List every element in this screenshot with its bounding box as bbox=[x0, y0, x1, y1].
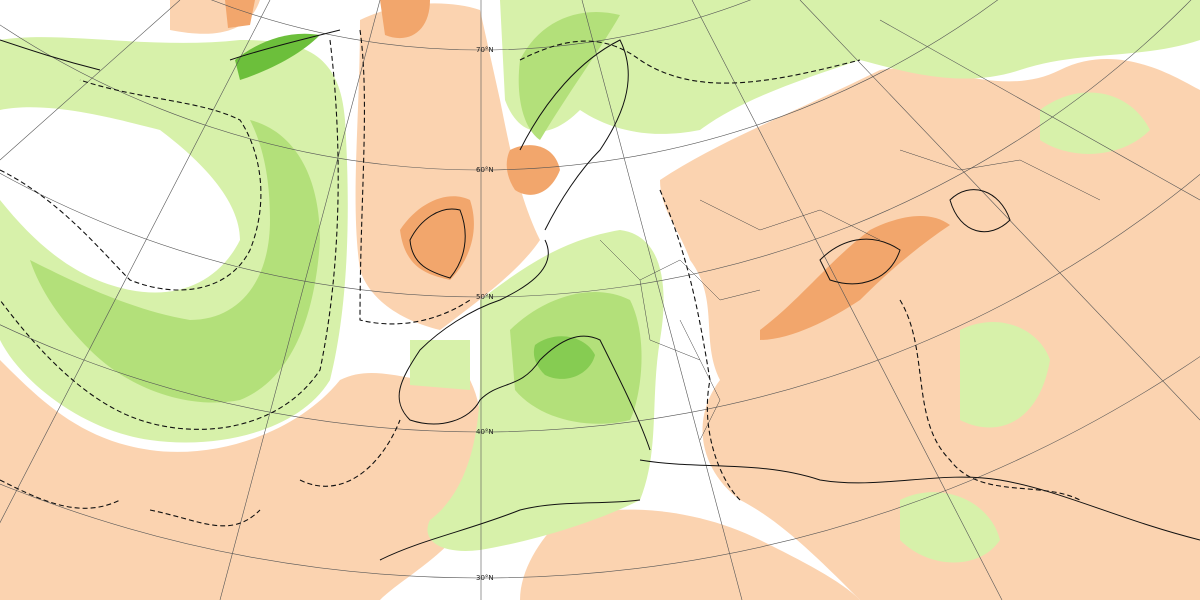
contour bbox=[659, 189, 741, 501]
meridian bbox=[879, 19, 1200, 201]
latitude-label: 50°N bbox=[476, 293, 494, 301]
green-iberia bbox=[410, 340, 470, 390]
orange-british-isles bbox=[400, 196, 474, 280]
orange-east bbox=[660, 59, 1200, 600]
border bbox=[599, 149, 1101, 441]
orange-africa bbox=[520, 509, 860, 600]
contour bbox=[0, 419, 401, 527]
orange-greenland bbox=[225, 0, 430, 39]
coastline bbox=[519, 39, 629, 231]
coastline bbox=[639, 459, 1200, 541]
green-east bbox=[900, 92, 1150, 563]
meridian bbox=[581, 0, 743, 600]
green-atlantic-arc bbox=[30, 120, 320, 403]
coastline bbox=[398, 239, 651, 451]
white-atlantic-core bbox=[0, 107, 240, 293]
green-alps-core bbox=[533, 336, 595, 379]
orange-ukraine-band bbox=[760, 215, 950, 340]
coastlines bbox=[0, 29, 1200, 561]
contour bbox=[519, 40, 861, 84]
meridian bbox=[691, 0, 1003, 600]
green-scandinavia-arctic bbox=[500, 0, 1200, 134]
borders bbox=[599, 149, 1101, 441]
orange-north-atlantic bbox=[355, 3, 540, 330]
latitude-label: 40°N bbox=[476, 428, 494, 436]
latitude-labels: 70°N 60°N 50°N 40°N 30°N bbox=[476, 46, 494, 582]
orange-southwest bbox=[0, 360, 482, 600]
contour bbox=[0, 79, 262, 291]
green-norway bbox=[518, 12, 620, 140]
latitude-label: 30°N bbox=[476, 574, 494, 582]
latitude-label: 60°N bbox=[476, 166, 494, 174]
dashed-contours bbox=[0, 29, 1081, 527]
coastline bbox=[409, 208, 466, 279]
contour bbox=[0, 39, 339, 430]
green-greenland-coast bbox=[235, 33, 320, 80]
contour bbox=[359, 29, 471, 325]
coastline bbox=[819, 189, 1011, 285]
coastline bbox=[0, 29, 341, 71]
meridian bbox=[0, 0, 181, 161]
green-anomaly-areas bbox=[0, 0, 1200, 563]
latitude-label: 70°N bbox=[476, 46, 494, 54]
meridian bbox=[0, 0, 271, 524]
meridian bbox=[219, 0, 381, 600]
orange-north-sea bbox=[506, 145, 560, 195]
meridian bbox=[799, 0, 1200, 421]
coastline bbox=[379, 499, 641, 561]
contour bbox=[899, 299, 1081, 501]
